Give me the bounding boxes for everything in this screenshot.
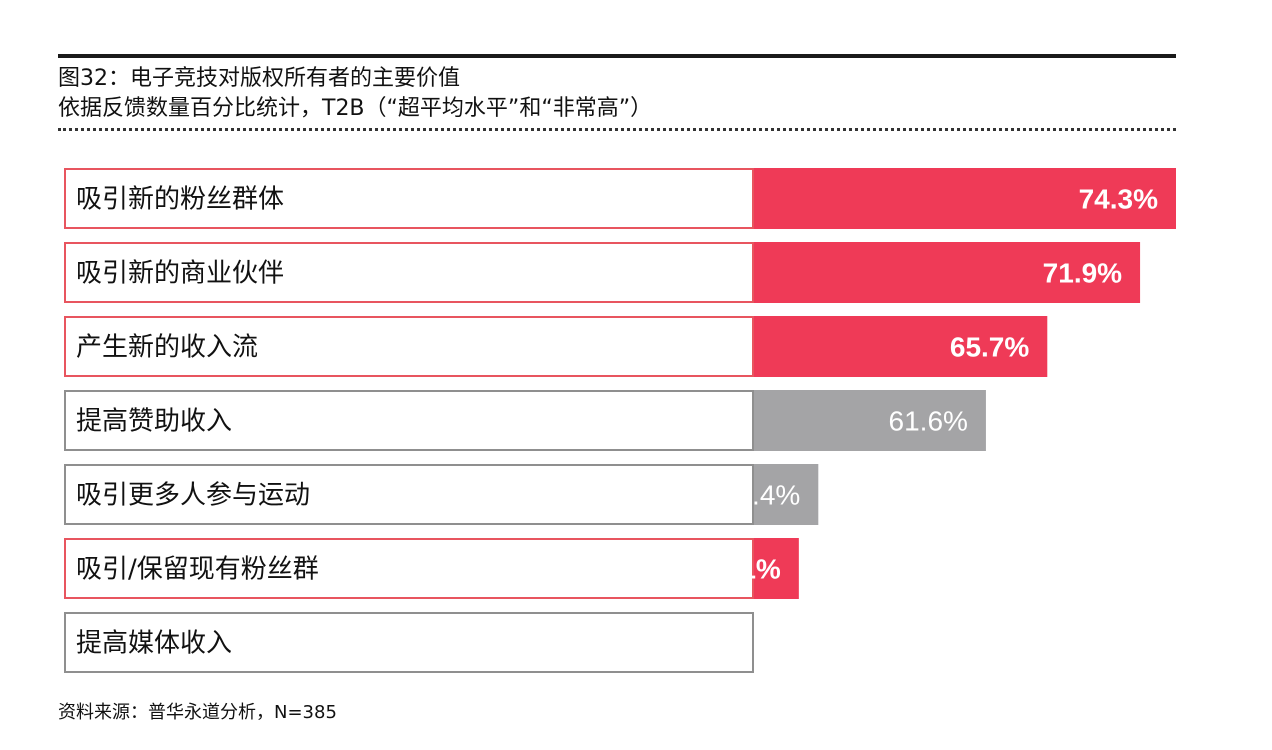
- top-rule: [58, 54, 1176, 58]
- figure-subtitle: 依据反馈数量百分比统计，T2B（“超平均水平”和“非常高”）: [58, 96, 653, 121]
- figure-title: 图32：电子竞技对版权所有者的主要价值: [58, 66, 460, 91]
- category-label-box-6: [64, 538, 754, 599]
- category-label-box-4: [64, 390, 754, 451]
- value-label: 74.3%: [1079, 184, 1158, 215]
- category-label-box-3: [64, 316, 754, 377]
- value-label: 40.8%: [577, 628, 656, 659]
- category-label: 产生新的收入流: [76, 333, 258, 363]
- source-note: 资料来源：普华永道分析，N=385: [58, 702, 337, 723]
- value-label: 61.6%: [889, 406, 968, 437]
- category-label: 提高赞助收入: [76, 407, 232, 437]
- category-label: 吸引新的粉丝群体: [76, 185, 284, 215]
- dotted-rule: [58, 128, 1176, 131]
- value-label: 49.1%: [701, 554, 780, 585]
- value-label: 50.4%: [721, 480, 800, 511]
- value-label: 71.9%: [1043, 258, 1122, 289]
- category-label: 吸引/保留现有粉丝群: [76, 555, 319, 585]
- category-label: 吸引更多人参与运动: [76, 481, 310, 511]
- category-label-box-1: [64, 168, 754, 229]
- value-label: 65.7%: [950, 332, 1029, 363]
- category-label-box-7: [64, 612, 754, 673]
- category-label-box-2: [64, 242, 754, 303]
- category-label-box-5: [64, 464, 754, 525]
- category-label: 吸引新的商业伙伴: [76, 259, 284, 289]
- category-label: 提高媒体收入: [76, 629, 232, 659]
